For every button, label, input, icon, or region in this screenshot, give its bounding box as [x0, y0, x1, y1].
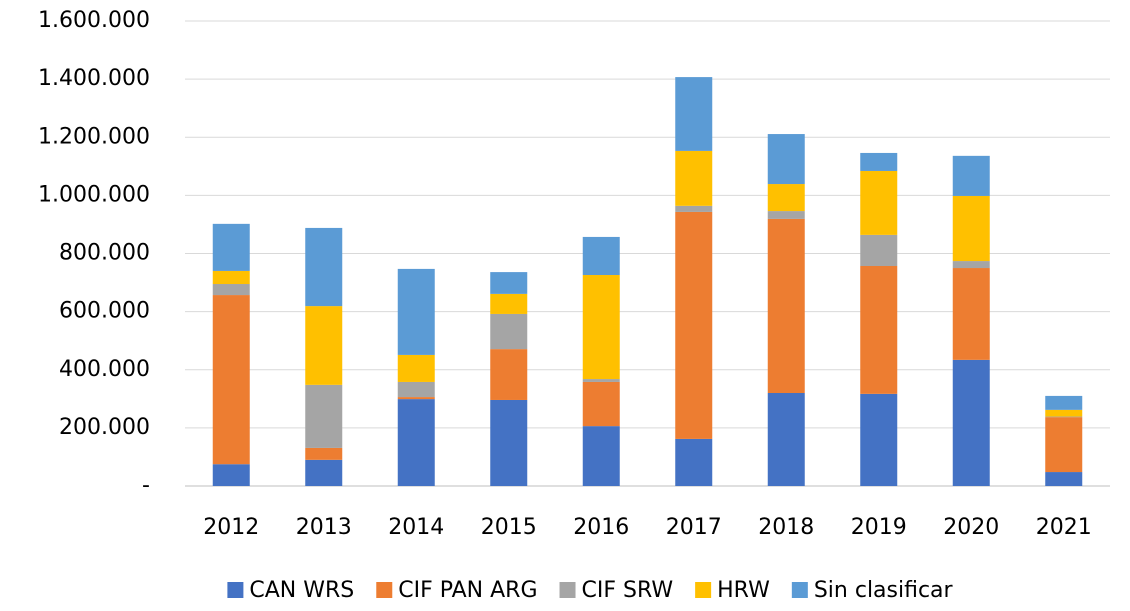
bar-segment	[767, 211, 805, 219]
bar-segment	[305, 227, 343, 307]
x-tick-label: 2013	[296, 515, 352, 540]
bar-segment	[397, 399, 435, 486]
y-tick-label: 1.400.000	[38, 66, 150, 91]
bar-segment	[767, 184, 805, 212]
y-tick-label: 1.000.000	[38, 182, 150, 207]
x-tick-label: 2012	[203, 515, 259, 540]
bar-segment	[675, 150, 713, 206]
bar-segment	[860, 170, 898, 235]
y-tick-label: 400.000	[59, 357, 150, 382]
bar-segment	[305, 384, 343, 448]
legend-label: CIF PAN ARG	[398, 578, 537, 603]
legend-marker	[376, 582, 393, 598]
legend-label: Sin clasificar	[814, 578, 954, 603]
bar-segment	[582, 426, 620, 486]
bar-segment	[860, 152, 898, 171]
legend-label: CIF SRW	[582, 578, 674, 603]
bar-segment	[397, 268, 435, 355]
bar-segment	[675, 438, 713, 486]
bar-segment	[952, 261, 990, 269]
bar-segment	[860, 265, 898, 394]
x-tick-label: 2015	[481, 515, 537, 540]
legend-label: HRW	[717, 578, 770, 603]
bar-segment	[305, 306, 343, 385]
bar-segment	[397, 397, 435, 400]
y-tick-label: -	[142, 473, 150, 498]
bar-segment	[767, 218, 805, 393]
x-tick-label: 2016	[573, 515, 629, 540]
bar-segment	[305, 459, 343, 486]
bar-segment	[860, 393, 898, 486]
bar-segment	[952, 155, 990, 196]
legend-marker	[791, 582, 808, 598]
bar-segment	[582, 236, 620, 276]
bar-segment	[490, 313, 528, 350]
bar-segment	[490, 293, 528, 314]
bar-segment	[490, 349, 528, 400]
x-tick-label: 2021	[1036, 515, 1092, 540]
bar-segment	[1045, 395, 1083, 410]
y-tick-label: 600.000	[59, 299, 150, 324]
bar-segment	[212, 284, 250, 296]
bar-segment	[767, 134, 805, 185]
bar-segment	[397, 381, 435, 398]
bar-segment	[860, 234, 898, 266]
y-tick-label: 200.000	[59, 415, 150, 440]
y-tick-label: 1.600.000	[38, 8, 150, 33]
bar-segment	[1045, 472, 1083, 486]
x-tick-label: 2020	[943, 515, 999, 540]
bar-segment	[952, 268, 990, 360]
bar-segment	[490, 399, 528, 486]
bar-segment	[582, 275, 620, 380]
bar-segment	[582, 379, 620, 382]
bar-segment	[1045, 417, 1083, 473]
bar-segment	[212, 464, 250, 486]
x-tick-label: 2014	[388, 515, 444, 540]
bar-segment	[675, 77, 713, 151]
x-tick-label: 2017	[666, 515, 722, 540]
y-tick-label: 800.000	[59, 241, 150, 266]
bar-segment	[305, 447, 343, 460]
bar-segment	[1045, 409, 1083, 417]
x-tick-label: 2019	[851, 515, 907, 540]
bar-segment	[675, 205, 713, 212]
bar-segment	[212, 270, 250, 285]
bar-segment	[952, 195, 990, 262]
x-tick-label: 2018	[758, 515, 814, 540]
legend-marker	[695, 582, 712, 598]
bar-segment	[212, 295, 250, 465]
y-tick-label: 1.200.000	[38, 124, 150, 149]
bar-segment	[397, 354, 435, 382]
legend-marker	[227, 582, 244, 598]
bar-segment	[212, 223, 250, 271]
legend-marker	[559, 582, 576, 598]
legend-label: CAN WRS	[249, 578, 354, 603]
bar-segment	[582, 381, 620, 427]
bar-segment	[1045, 416, 1083, 418]
bar-segment	[767, 393, 805, 486]
bar-segment	[952, 359, 990, 486]
bar-segment	[490, 272, 528, 294]
bar-segment	[675, 211, 713, 439]
